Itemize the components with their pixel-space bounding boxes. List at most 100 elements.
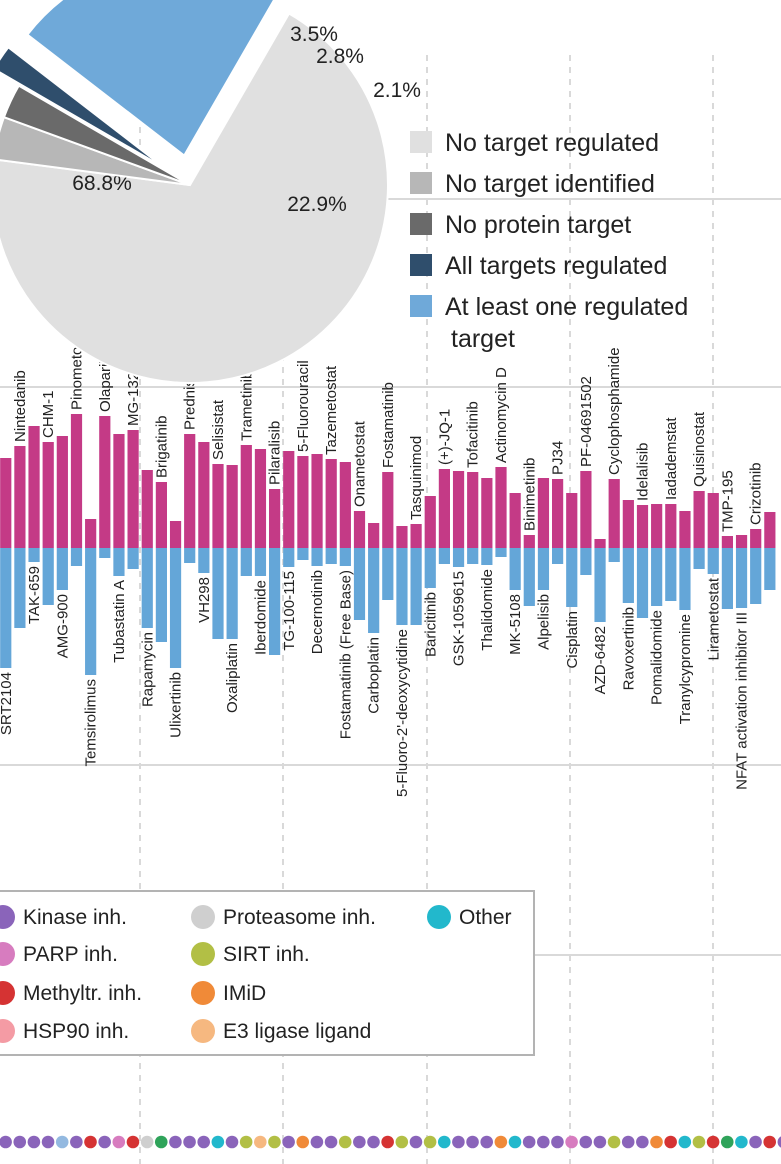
bar-down xyxy=(297,548,309,560)
bar-down xyxy=(679,548,691,610)
bar-down xyxy=(452,548,465,567)
bar-up xyxy=(552,479,564,548)
drug-label: Rapamycin xyxy=(139,632,156,707)
class-dot xyxy=(98,1135,111,1149)
bar-up xyxy=(155,482,167,548)
pie-slice xyxy=(0,45,166,170)
class-dot xyxy=(70,1135,83,1149)
class-dot xyxy=(282,1135,295,1149)
bar-down xyxy=(169,548,182,668)
class-dot xyxy=(735,1135,748,1149)
bar-down xyxy=(113,548,125,576)
drug-label: Onametostat xyxy=(352,420,369,507)
bar-up xyxy=(339,462,351,548)
bar-down xyxy=(141,548,153,628)
bar-down xyxy=(325,548,337,564)
bar-down xyxy=(368,548,380,633)
legend-swatch xyxy=(410,213,432,235)
class-swatch xyxy=(191,981,215,1005)
drug-label: Cisplatin xyxy=(564,611,581,669)
class-label: Methyltr. inh. xyxy=(23,982,142,1005)
legend-label: No protein target xyxy=(445,211,631,239)
class-dot xyxy=(0,1135,12,1149)
class-dot xyxy=(296,1135,310,1149)
drug-label: Pilaralisib xyxy=(267,421,284,485)
bar-down xyxy=(99,548,111,558)
class-dot xyxy=(13,1135,27,1149)
class-label: Kinase inh. xyxy=(23,906,127,929)
bar-down xyxy=(396,548,408,625)
bar-down xyxy=(764,548,776,590)
bar-down xyxy=(622,548,634,603)
bar-up xyxy=(410,524,422,548)
bar-up xyxy=(750,529,762,548)
bar-down xyxy=(254,548,267,576)
pie-slice-label: 22.9% xyxy=(287,193,347,216)
drug-label: TMP-195 xyxy=(719,470,736,532)
bar-down xyxy=(424,548,436,588)
bar-down xyxy=(665,548,677,601)
legend-swatch xyxy=(410,295,432,317)
bar-down xyxy=(537,548,550,590)
class-dot xyxy=(593,1135,607,1149)
bar-down xyxy=(566,548,578,607)
bar-down xyxy=(127,548,139,569)
drug-label: Cyclophosphamide xyxy=(606,347,623,475)
bar-up xyxy=(212,464,224,548)
class-dot xyxy=(720,1135,734,1149)
bar-up xyxy=(169,521,182,548)
bar-up xyxy=(382,472,394,548)
legend-label: All targets regulated xyxy=(445,252,667,280)
bar-up xyxy=(184,434,196,548)
class-swatch xyxy=(191,905,215,929)
class-dot xyxy=(452,1135,465,1149)
class-dot xyxy=(310,1135,324,1149)
drug-label: Quisinostat xyxy=(691,411,708,487)
legend-label: No target identified xyxy=(445,170,655,198)
bar-up xyxy=(622,500,634,548)
class-dot xyxy=(763,1135,776,1149)
bar-up xyxy=(594,539,606,548)
bar-up xyxy=(269,489,281,548)
class-dot xyxy=(169,1135,182,1149)
drug-label: Idelalisib xyxy=(635,443,652,501)
drug-label: 5-Fluorouracil xyxy=(295,360,312,452)
drug-label: Carboplatin xyxy=(366,637,383,714)
pie-slice-label: 68.8% xyxy=(72,172,132,195)
bar-down xyxy=(212,548,224,639)
bar-down xyxy=(481,548,493,565)
bar-up xyxy=(368,523,380,548)
class-dot xyxy=(55,1135,69,1149)
drug-label: Temsirolimus xyxy=(83,679,100,767)
pie-slice xyxy=(0,12,389,384)
class-label: SIRT inh. xyxy=(223,943,310,966)
drug-label: MK-5108 xyxy=(507,594,524,655)
bar-down xyxy=(438,548,450,564)
class-dot xyxy=(338,1135,352,1149)
class-dot xyxy=(154,1135,168,1149)
bar-down xyxy=(750,548,762,604)
bar-up xyxy=(566,493,578,548)
drug-label: AMG-900 xyxy=(54,594,71,658)
bar-down xyxy=(495,548,507,557)
class-dot xyxy=(423,1135,437,1149)
drug-label: GSK-1059615 xyxy=(451,571,468,666)
bar-down xyxy=(14,548,26,628)
class-dot xyxy=(579,1135,593,1149)
bar-up xyxy=(651,504,663,548)
drug-label: TAK-659 xyxy=(26,566,43,624)
bar-down xyxy=(410,548,422,625)
drug-label: Fostamatinib (Free Base) xyxy=(337,570,354,739)
pie-chart: 68.8% 3.5%2.8% 2.1% 22.9% xyxy=(0,0,421,384)
bar-down xyxy=(707,548,719,574)
pie-slice xyxy=(26,0,276,158)
drug-label: (+)-JQ-1 xyxy=(436,409,453,465)
bar-down xyxy=(269,548,281,655)
bar-chart: 5-Azacytidine SRT2104 Nintedanib TAK-659 CHM… xyxy=(0,322,776,797)
drug-label: Tasquinimod xyxy=(408,436,425,520)
drug-label: Trametinib xyxy=(238,371,255,441)
bar-up xyxy=(70,414,83,548)
drug-label: VH298 xyxy=(196,577,213,623)
bar-up xyxy=(509,493,521,548)
class-label: PARP inh. xyxy=(23,943,118,966)
